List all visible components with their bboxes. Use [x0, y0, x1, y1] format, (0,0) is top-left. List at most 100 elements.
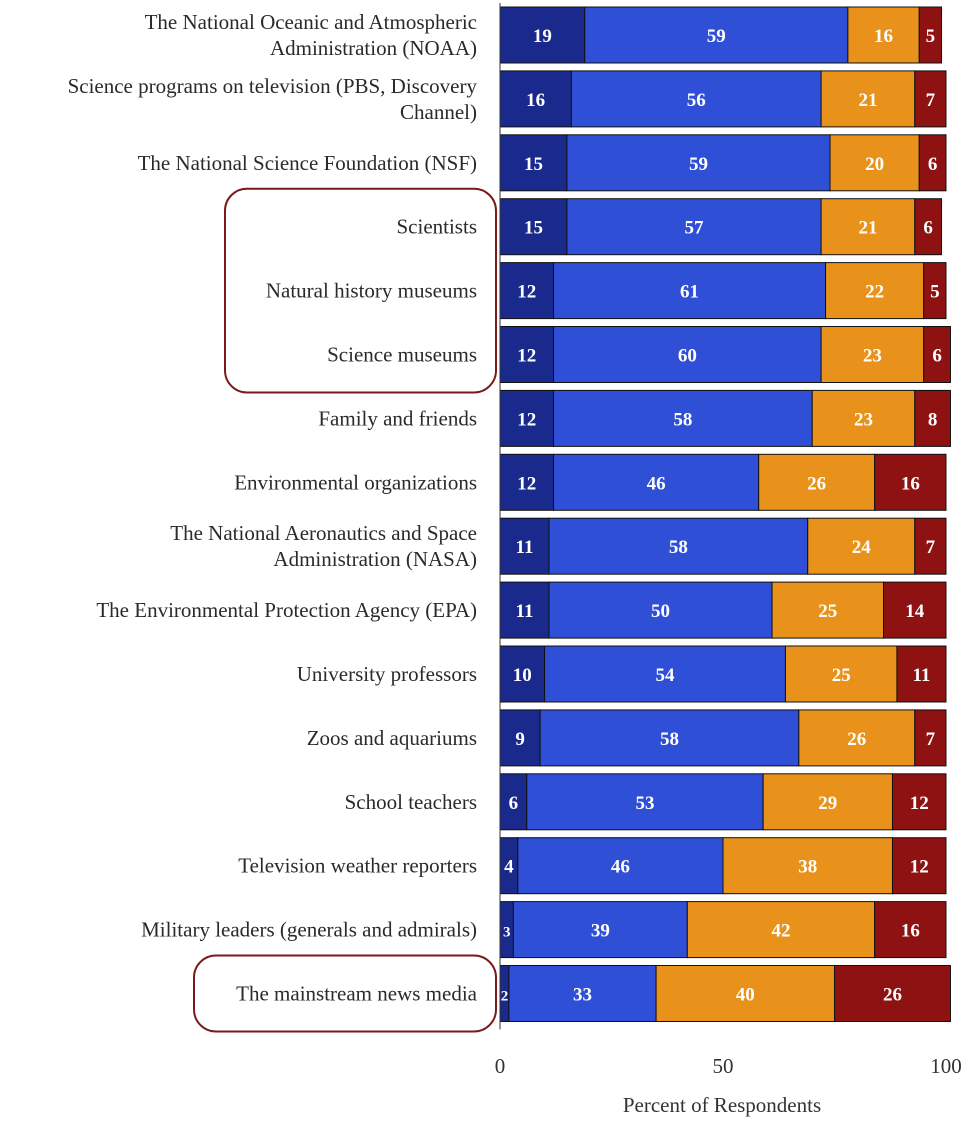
bar-segment: [914, 70, 947, 128]
data-label: 59: [689, 154, 708, 175]
x-tick-label: 50: [713, 1054, 734, 1078]
data-label: 20: [865, 154, 884, 175]
bar-segment: [918, 6, 943, 64]
bar-segment: [820, 198, 916, 256]
bar-segment: [811, 389, 916, 447]
category-label: Television weather reporters: [238, 854, 477, 878]
data-label: 26: [847, 729, 866, 750]
data-label: 29: [818, 793, 837, 814]
bar-segment: [517, 837, 724, 895]
data-label: 38: [798, 857, 817, 878]
data-label: 5: [930, 282, 940, 303]
data-label: 7: [926, 729, 936, 750]
bar-segment: [914, 709, 947, 767]
data-label: 5: [926, 26, 936, 47]
bar-segment: [499, 198, 568, 256]
data-label: 3: [503, 925, 511, 941]
bar-segment: [499, 773, 528, 831]
bar-segment: [548, 581, 773, 639]
data-label: 60: [678, 346, 697, 367]
category-label: Science museums: [327, 343, 477, 367]
data-label: 58: [669, 537, 688, 558]
category-label: School teachers: [345, 790, 477, 814]
data-label: 46: [611, 857, 630, 878]
data-label: 21: [858, 218, 877, 239]
bar-segment: [820, 70, 916, 128]
bar-segment: [499, 6, 586, 64]
bar-segment: [499, 134, 568, 192]
bar-segment: [874, 901, 947, 959]
data-label: 6: [923, 218, 933, 239]
bar-segment: [553, 262, 827, 320]
bar-segment: [499, 453, 555, 511]
data-label: 6: [932, 346, 942, 367]
data-label: 53: [635, 793, 654, 814]
bar-segment: [914, 517, 947, 575]
data-label: 11: [516, 537, 534, 558]
bar-segment: [847, 6, 920, 64]
data-label: 26: [807, 473, 826, 494]
category-label: Natural history museums: [266, 279, 477, 303]
bar-segment: [508, 965, 657, 1022]
x-axis-title: Percent of Respondents: [623, 1093, 821, 1117]
bar-segment: [553, 326, 822, 383]
data-label: 23: [863, 346, 882, 367]
data-label: 2: [501, 989, 509, 1005]
bar-segment: [570, 70, 822, 128]
bar-segment: [784, 645, 898, 703]
category-label: The National Oceanic and Atmospheric: [145, 10, 477, 34]
bar-segment: [499, 581, 550, 639]
category-label: Family and friends: [318, 406, 477, 430]
bar-segment: [686, 901, 876, 959]
highlight-box: [193, 954, 497, 1033]
data-label: 50: [651, 601, 670, 622]
highlight-boxes: [193, 187, 497, 1033]
data-label: 10: [513, 665, 532, 686]
bar-segment: [798, 709, 916, 767]
data-label: 7: [926, 90, 936, 111]
bar-segment: [762, 773, 893, 831]
category-label: Administration (NOAA): [270, 36, 477, 60]
data-label: 14: [905, 601, 925, 622]
category-label: Channel): [400, 100, 477, 124]
data-label: 46: [647, 473, 666, 494]
bar-segment: [548, 517, 809, 575]
bar-segment: [539, 709, 800, 767]
data-label: 40: [736, 985, 755, 1006]
category-label: Scientists: [396, 215, 477, 239]
bar-segment: [874, 453, 947, 511]
data-label: 23: [854, 409, 873, 430]
bars: [499, 6, 951, 1022]
bar-segment: [825, 262, 925, 320]
data-label: 12: [517, 409, 536, 430]
data-label: 7: [926, 537, 936, 558]
category-label: The mainstream news media: [236, 982, 478, 1006]
data-label: 24: [852, 537, 872, 558]
data-label: 33: [573, 985, 592, 1006]
category-label: The National Aeronautics and Space: [170, 521, 477, 545]
data-label: 12: [517, 346, 536, 367]
bar-segment: [891, 837, 947, 895]
category-labels: The National Oceanic and AtmosphericAdmi…: [68, 10, 478, 1006]
bar-segment: [923, 326, 951, 383]
highlight-box: [224, 187, 497, 394]
data-label: 58: [660, 729, 679, 750]
category-label: Military leaders (generals and admirals): [141, 918, 477, 942]
bar-segment: [914, 198, 943, 256]
data-label: 59: [707, 26, 726, 47]
bar-segment: [722, 837, 893, 895]
data-label: 25: [818, 601, 837, 622]
category-label: University professors: [297, 662, 477, 686]
bar-segment: [891, 773, 947, 831]
category-label: The National Science Foundation (NSF): [138, 151, 477, 175]
category-label: Science programs on television (PBS, Dis…: [68, 74, 478, 98]
data-label: 21: [858, 90, 877, 111]
bar-segment: [807, 517, 916, 575]
category-label: Zoos and aquariums: [307, 726, 477, 750]
bar-segment: [499, 709, 541, 767]
data-label: 22: [865, 282, 884, 303]
data-label: 16: [874, 26, 893, 47]
data-label: 9: [515, 729, 525, 750]
bar-segment: [758, 453, 876, 511]
data-label: 19: [533, 26, 552, 47]
